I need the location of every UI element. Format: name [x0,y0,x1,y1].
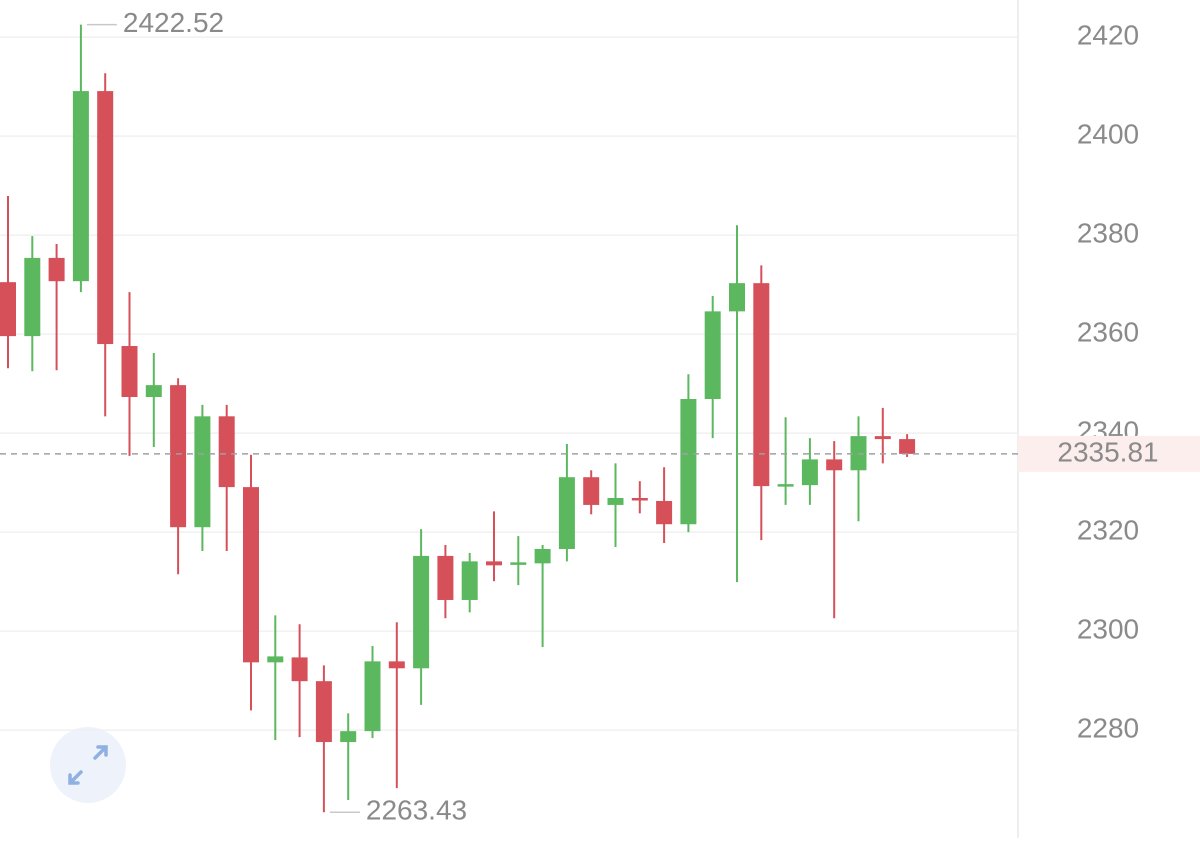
candle-body [97,91,114,345]
min-label: 2263.43 [366,795,467,826]
candle-body [704,311,721,399]
y-tick-label: 2320 [1077,515,1139,546]
candle-body [558,477,575,549]
candle-body [680,398,697,525]
candle-body [48,257,65,282]
current-price-box [1018,435,1200,472]
y-tick-label: 2300 [1077,614,1139,645]
candle-body [777,484,794,487]
y-tick-label: 2400 [1077,119,1139,150]
candle-body [631,497,648,501]
candle-body [607,497,624,505]
candle-body [243,487,259,663]
candle-body [874,436,891,440]
candle-body [510,562,527,565]
y-tick-label: 2280 [1077,713,1139,744]
candle-body [753,283,770,487]
expand-icon [68,745,108,785]
current-price-label: 2335.81 [1057,436,1158,467]
candle-body [486,561,502,566]
candle-body [437,555,454,600]
candle-body [388,661,405,669]
expand-button[interactable] [50,727,126,803]
candle-body [461,561,478,600]
candle-body [364,661,381,732]
candle-body [291,657,308,682]
candle-body [413,555,430,669]
y-tick-label: 2380 [1077,218,1139,249]
candle-body [656,500,673,525]
y-tick-label: 2360 [1077,317,1139,348]
candle-body [24,257,41,337]
candle-body [899,439,916,454]
candle-body [583,477,600,505]
candle-body [801,459,818,486]
candle-body [534,548,551,564]
candle-body [729,283,745,312]
candle-body [315,681,332,743]
candle-body [826,459,843,471]
candle-body [0,282,16,337]
expand-circle[interactable] [50,727,126,803]
max-label: 2422.52 [123,7,224,38]
y-tick-label: 2420 [1077,20,1139,51]
candle-body [340,731,357,743]
candle-body [218,416,235,488]
candle-body [170,385,187,528]
candle-body [267,656,284,663]
candle-body [121,346,138,398]
candle-body [145,385,162,398]
candle-body [194,416,211,528]
candle-body [72,91,89,282]
